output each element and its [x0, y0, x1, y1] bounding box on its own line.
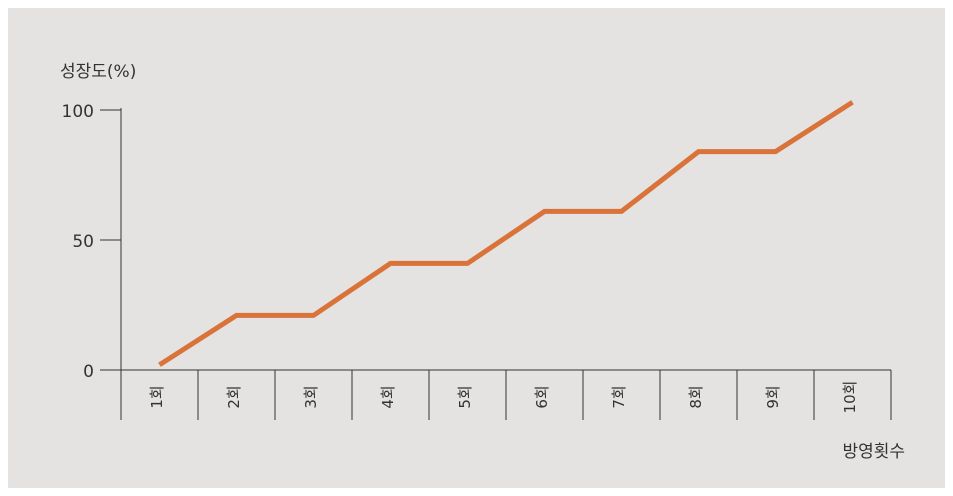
x-tick-label: 1회 — [148, 385, 166, 408]
x-tick-label: 7회 — [610, 385, 628, 408]
line-series — [158, 100, 854, 367]
x-tick-label: 3회 — [302, 385, 320, 408]
x-tick-label: 8회 — [687, 385, 705, 408]
x-tick-label: 6회 — [533, 385, 551, 408]
y-tick-label: 0 — [83, 362, 94, 382]
x-tick-label: 2회 — [225, 385, 243, 408]
y-tick-label: 50 — [72, 232, 94, 252]
background — [8, 8, 945, 488]
x-tick-label: 10회 — [841, 381, 859, 414]
x-tick-label: 5회 — [456, 385, 474, 408]
x-tick-label: 9회 — [764, 385, 782, 408]
y-axis-title: 성장도(%) — [60, 62, 136, 82]
x-tick-label: 4회 — [379, 385, 397, 408]
x-axis-title: 방영횟수 — [842, 442, 905, 462]
y-tick-label: 100 — [62, 102, 94, 122]
